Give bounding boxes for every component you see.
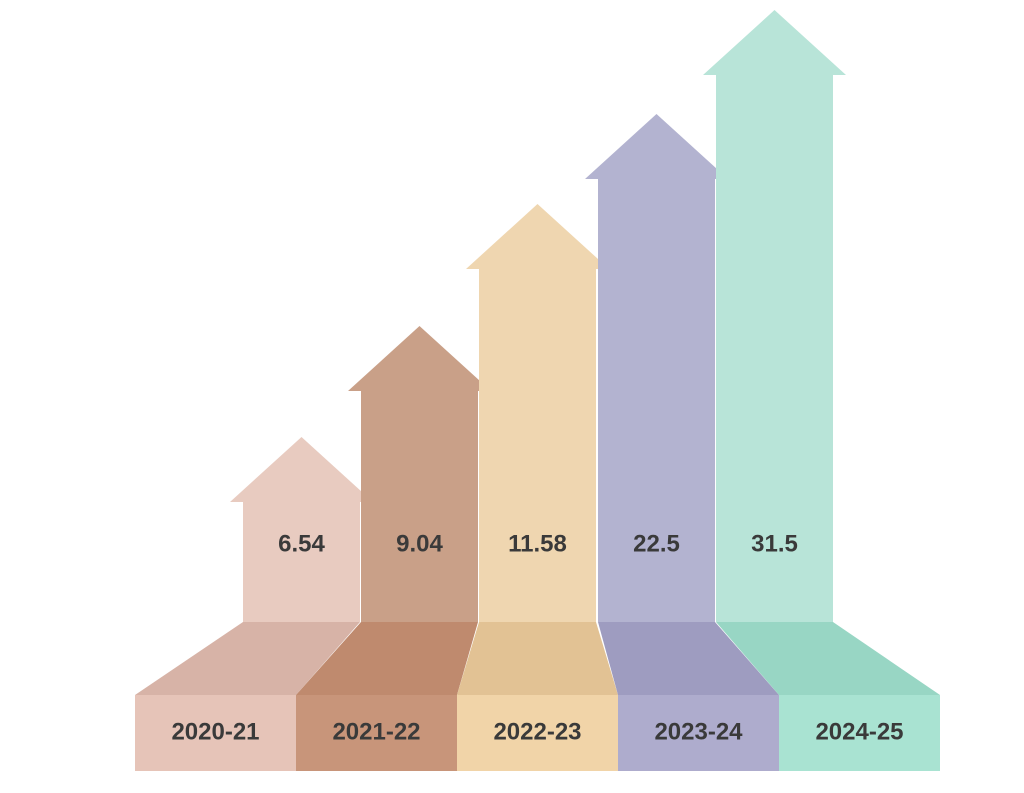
- value-label-2021-22: 9.04: [396, 530, 443, 557]
- arrow-bar-2021-22: [348, 326, 491, 622]
- value-label-2023-24: 22.5: [633, 530, 680, 557]
- base-layer: [135, 695, 940, 771]
- category-label-2022-23: 2022-23: [493, 718, 581, 745]
- arrow-layer: [230, 10, 846, 622]
- base-segment-2024-25: [779, 695, 940, 771]
- arrow-ramp-2020-21: [135, 622, 360, 695]
- arrow-bar-2023-24: [585, 114, 728, 622]
- arrow-bar-2024-25: [703, 10, 846, 622]
- arrow-bar-2020-21: [230, 437, 373, 622]
- value-label-2020-21: 6.54: [278, 530, 325, 557]
- value-label-2022-23: 11.58: [508, 530, 567, 557]
- ramp-layer: [135, 622, 940, 695]
- base-segment-2022-23: [457, 695, 618, 771]
- base-segment-2021-22: [296, 695, 457, 771]
- category-label-2020-21: 2020-21: [171, 718, 259, 745]
- arrow-ramp-2021-22: [296, 622, 478, 695]
- base-segment-2023-24: [618, 695, 779, 771]
- arrow-ramp-2022-23: [457, 622, 618, 695]
- value-label-2024-25: 31.5: [751, 530, 798, 557]
- base-segment-2020-21: [135, 695, 296, 771]
- arrow-ramp-2023-24: [598, 622, 779, 695]
- category-label-2024-25: 2024-25: [815, 718, 903, 745]
- category-label-2021-22: 2021-22: [332, 718, 420, 745]
- category-label-2023-24: 2023-24: [654, 718, 743, 745]
- arrow-bar-2022-23: [466, 204, 609, 622]
- label-layer: 6.54 2020-21 9.04 2021-22 11.58 2022-23 22.5 20…: [171, 530, 903, 745]
- arrow-ramp-2024-25: [716, 622, 940, 695]
